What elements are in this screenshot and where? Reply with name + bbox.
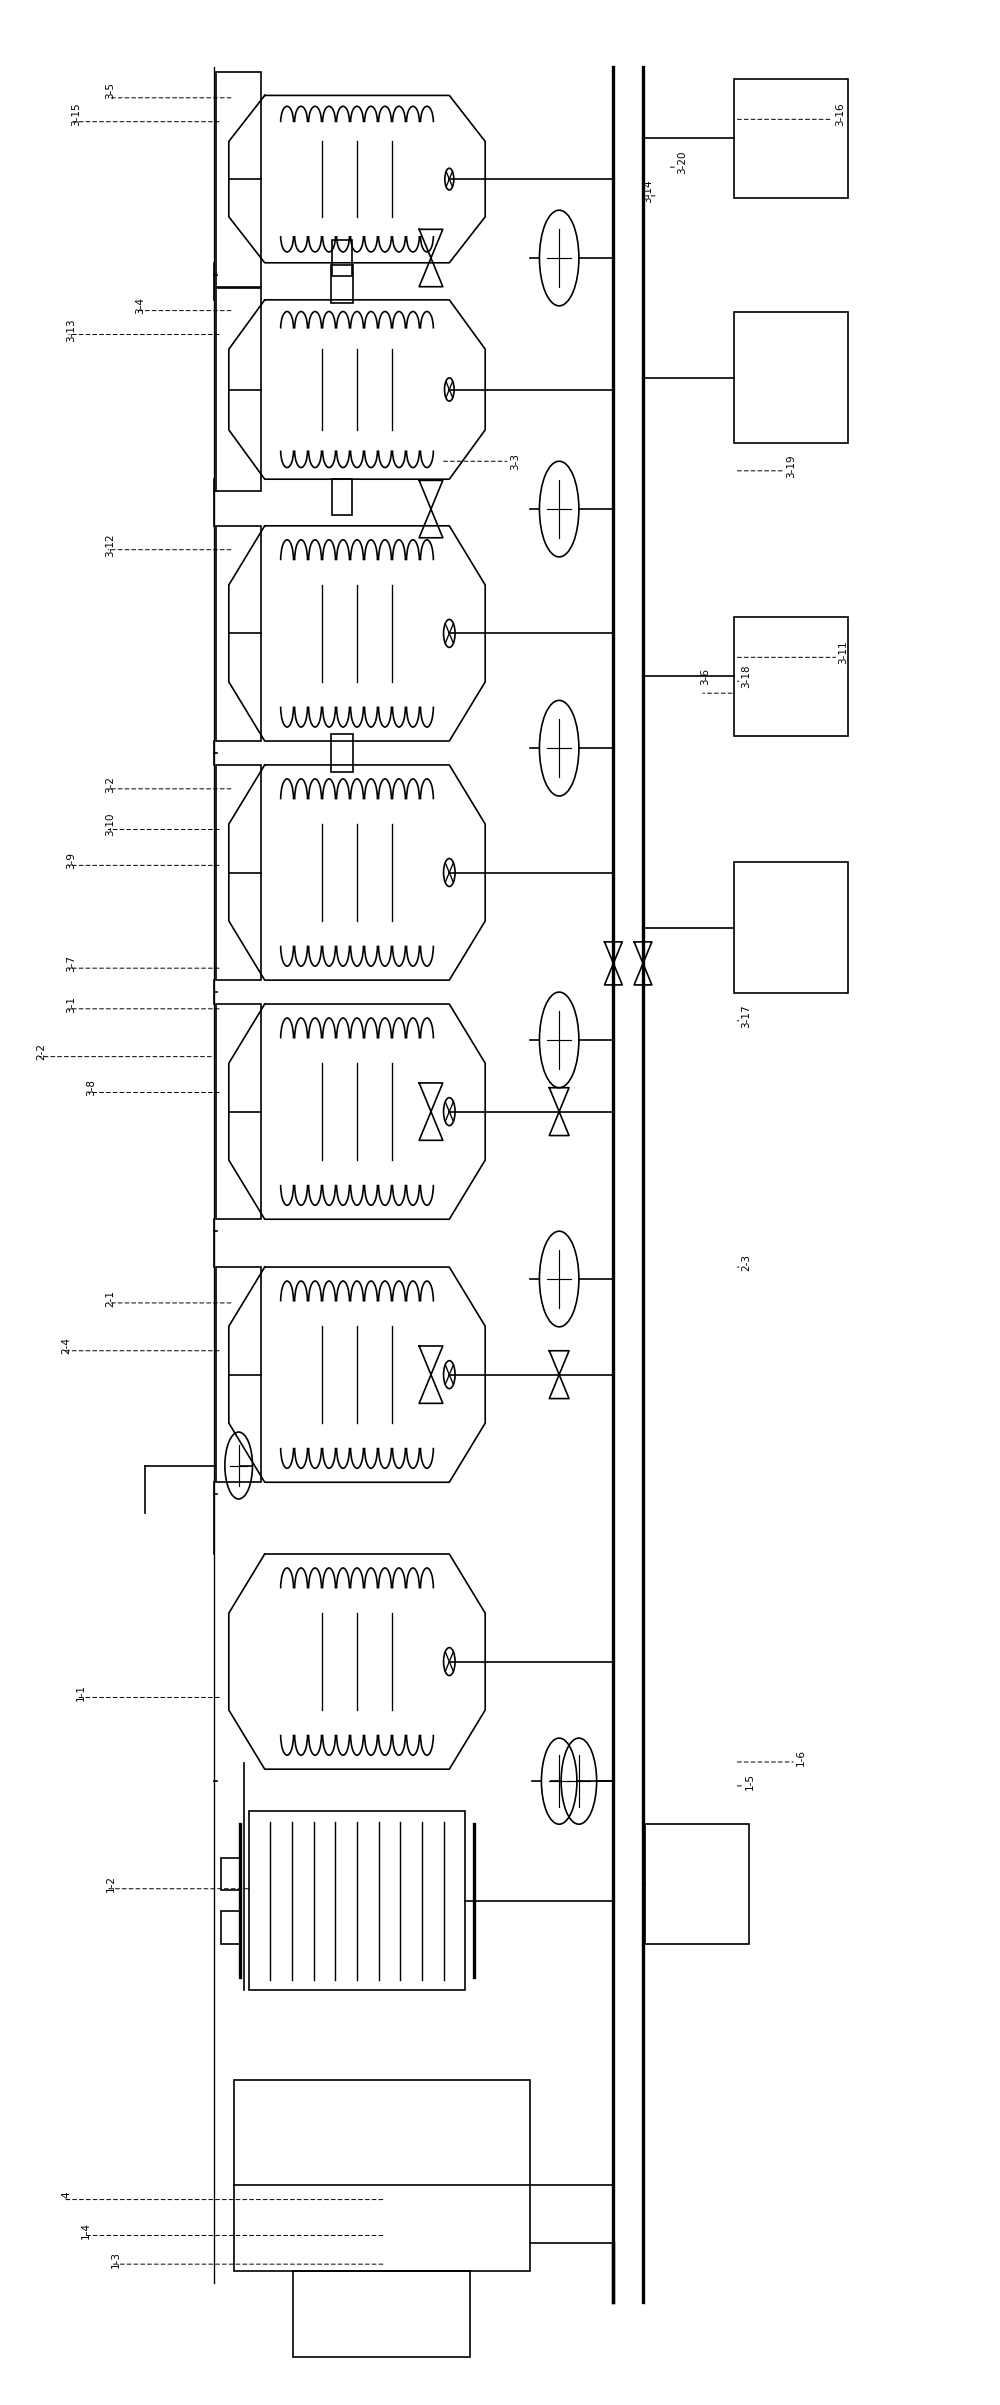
Text: 3-8: 3-8 (86, 1080, 96, 1097)
Text: 3-1: 3-1 (66, 996, 76, 1013)
Text: 3-11: 3-11 (838, 640, 848, 664)
Text: 3-19: 3-19 (786, 455, 796, 479)
Bar (216, 765, 261, 981)
Text: 3-12: 3-12 (106, 534, 116, 556)
Bar (734, 79, 848, 197)
Bar (331, 265, 353, 303)
Text: 3-9: 3-9 (66, 851, 76, 868)
Bar (216, 289, 261, 491)
Text: 2-2: 2-2 (37, 1044, 47, 1061)
Bar (293, 2270, 470, 2357)
Text: 3-5: 3-5 (106, 82, 116, 99)
Bar (332, 479, 352, 515)
Text: 4: 4 (61, 2191, 71, 2198)
Text: 2-4: 2-4 (61, 1337, 71, 1354)
Text: 2-1: 2-1 (106, 1289, 116, 1306)
Bar (249, 1811, 465, 1991)
Bar (216, 1267, 261, 1481)
Bar (734, 313, 848, 443)
Bar (221, 1912, 241, 1943)
Text: 3-2: 3-2 (106, 774, 116, 794)
Text: 3-14: 3-14 (643, 180, 653, 202)
Text: 1-1: 1-1 (76, 1684, 86, 1700)
Text: 1-2: 1-2 (106, 1876, 116, 1893)
Text: 3-4: 3-4 (135, 298, 145, 315)
Text: 3-7: 3-7 (66, 955, 76, 972)
Text: 3-18: 3-18 (742, 664, 752, 688)
Text: 3-17: 3-17 (742, 1005, 752, 1027)
Text: 1-3: 1-3 (110, 2251, 120, 2268)
Text: 3-16: 3-16 (835, 103, 845, 127)
Bar (216, 527, 261, 741)
Text: 3-20: 3-20 (678, 152, 688, 173)
Text: 3-6: 3-6 (700, 669, 710, 685)
Bar (216, 72, 261, 286)
Text: 2-3: 2-3 (742, 1253, 752, 1270)
Text: 3-10: 3-10 (106, 813, 116, 837)
Bar (216, 1003, 261, 1219)
Bar (734, 861, 848, 993)
Text: 1-5: 1-5 (745, 1772, 755, 1789)
Bar (332, 240, 352, 277)
Bar (331, 734, 353, 772)
Text: 3-3: 3-3 (510, 452, 520, 469)
Bar (645, 1823, 749, 1943)
Text: 1-4: 1-4 (81, 2222, 91, 2239)
Bar (734, 616, 848, 736)
Bar (234, 2080, 530, 2270)
Bar (221, 1857, 241, 1890)
Text: 3-13: 3-13 (66, 317, 76, 342)
Text: 1-6: 1-6 (796, 1748, 806, 1765)
Text: 3-15: 3-15 (71, 103, 81, 127)
